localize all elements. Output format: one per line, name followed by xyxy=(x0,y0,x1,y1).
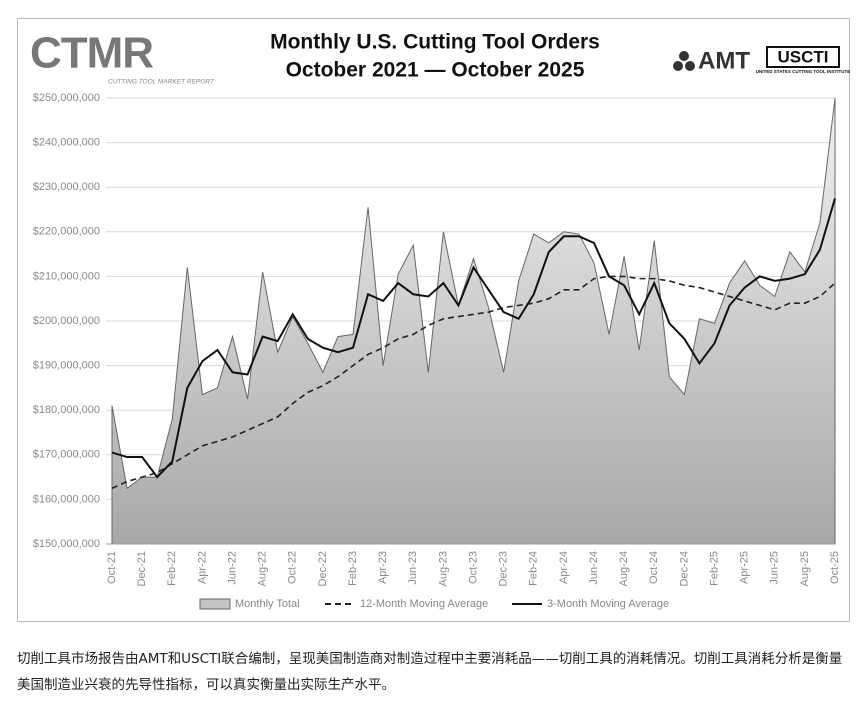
y-tick-label: $150,000,000 xyxy=(33,538,100,550)
y-tick-label: $160,000,000 xyxy=(33,493,100,505)
y-tick-label: $170,000,000 xyxy=(33,449,100,461)
x-tick-label: Oct-24 xyxy=(648,551,660,584)
legend-swatch xyxy=(199,598,231,610)
y-tick-label: $200,000,000 xyxy=(33,315,100,327)
legend-label: 12-Month Moving Average xyxy=(360,598,488,610)
x-tick-label: Apr-23 xyxy=(377,551,389,584)
chart-title: Monthly U.S. Cutting Tool Orders xyxy=(270,31,600,54)
y-tick-label: $230,000,000 xyxy=(33,181,100,193)
x-tick-label: Aug-25 xyxy=(799,551,811,586)
y-tick-label: $220,000,000 xyxy=(33,226,100,238)
x-tick-label: Aug-23 xyxy=(437,551,449,586)
y-tick-label: $180,000,000 xyxy=(33,404,100,416)
chart-subtitle: October 2021 — October 2025 xyxy=(286,59,585,82)
caption: 切削工具市场报告由AMT和USCTI联合编制，呈现美国制造商对制造过程中主要消耗… xyxy=(17,651,843,693)
y-tick-label: $250,000,000 xyxy=(33,92,100,104)
x-tick-label: Feb-22 xyxy=(166,551,178,586)
x-tick-label: Feb-25 xyxy=(708,551,720,586)
logo-amt: AMT xyxy=(698,47,750,74)
x-tick-label: Oct-25 xyxy=(829,551,841,584)
y-tick-label: $190,000,000 xyxy=(33,360,100,372)
x-tick-label: Dec-22 xyxy=(317,551,329,586)
x-tick-label: Apr-25 xyxy=(739,551,751,584)
logo-ctmr-sub: CUTTING TOOL MARKET REPORT xyxy=(108,79,215,86)
y-tick-label: $210,000,000 xyxy=(33,270,100,282)
uscti-box xyxy=(766,46,840,68)
x-tick-label: Oct-22 xyxy=(287,551,299,584)
x-tick-label: Jun-23 xyxy=(407,551,419,585)
x-tick-label: Apr-24 xyxy=(558,551,570,584)
x-tick-label: Jun-25 xyxy=(769,551,781,585)
x-tick-label: Feb-24 xyxy=(528,551,540,586)
x-tick-label: Oct-23 xyxy=(467,551,479,584)
y-tick-label: $240,000,000 xyxy=(33,137,100,149)
x-tick-label: Dec-21 xyxy=(136,551,148,586)
line xyxy=(111,275,836,489)
x-tick-label: Dec-24 xyxy=(678,551,690,586)
x-tick-label: Feb-23 xyxy=(347,551,359,586)
x-tick-label: Aug-22 xyxy=(257,551,269,586)
logo-ctmr: CTMR xyxy=(30,29,153,78)
legend-label: 3-Month Moving Average xyxy=(547,598,669,610)
x-tick-label: Jun-22 xyxy=(226,551,238,585)
x-tick-label: Apr-22 xyxy=(196,551,208,584)
line xyxy=(111,198,836,479)
amt-icon xyxy=(673,51,695,71)
x-tick-label: Jun-24 xyxy=(588,551,600,585)
logo-uscti: USCTI xyxy=(778,47,829,66)
x-tick-label: Oct-21 xyxy=(106,551,118,584)
x-tick-label: Dec-23 xyxy=(498,551,510,586)
logo-uscti-sub: UNITED STATES CUTTING TOOL INSTITUTE xyxy=(756,69,850,74)
x-tick-label: Aug-24 xyxy=(618,551,630,586)
chart: CTMR CUTTING TOOL MARKET REPORT Monthly … xyxy=(17,18,850,622)
legend-label: Monthly Total xyxy=(235,598,300,610)
